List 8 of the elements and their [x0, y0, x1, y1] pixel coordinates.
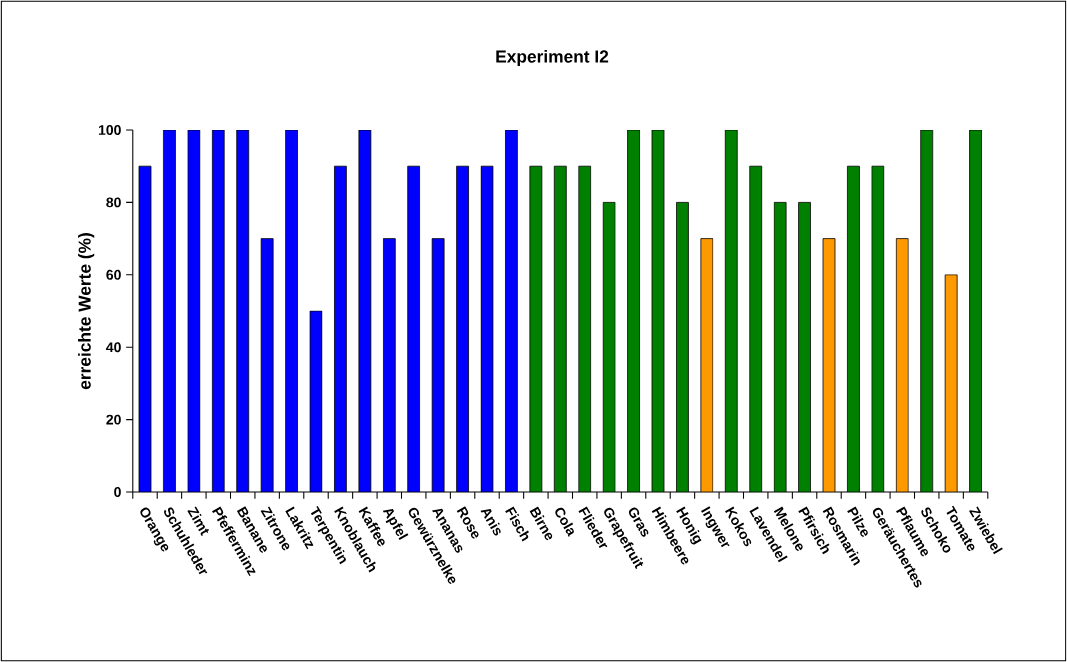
- y-tick-label: 60: [106, 269, 121, 280]
- y-tick-label: 100: [98, 125, 121, 135]
- chart-title: Experiment I2: [496, 49, 609, 67]
- y-tick-label: 0: [114, 487, 121, 497]
- y-axis-title: erreichte Werte (%): [78, 233, 95, 390]
- y-tick-label: 20: [106, 414, 121, 425]
- y-tick-label: 40: [106, 342, 121, 353]
- y-tick-label: 80: [106, 197, 121, 208]
